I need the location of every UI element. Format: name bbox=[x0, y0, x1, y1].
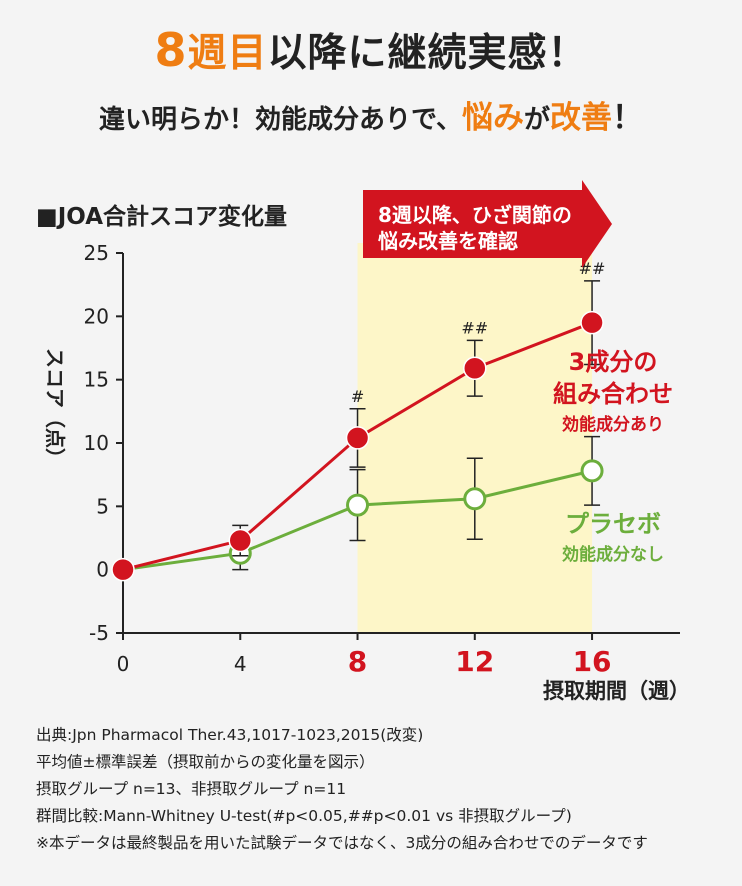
headline-continuation: 以降に継続実感！ bbox=[267, 31, 588, 76]
active-series-label-line1: 3成分の bbox=[569, 348, 658, 376]
headline-concern: 悩み bbox=[461, 100, 524, 136]
y-tick-label: 20 bbox=[84, 304, 109, 328]
placebo-data-point bbox=[580, 459, 604, 483]
y-tick-label: 5 bbox=[96, 494, 109, 518]
arrow-label-line1: 8週以降、ひざ関節の bbox=[378, 203, 572, 227]
y-tick-label: 15 bbox=[84, 368, 109, 392]
study-notes: 出典:Jpn Pharmacol Ther.43,1017-1023,2015(… bbox=[36, 722, 736, 857]
note-statistics: 平均値±標準誤差（摂取前からの変化量を図示） bbox=[36, 753, 375, 771]
x-tick-label: 12 bbox=[455, 645, 494, 678]
active-series: ##### bbox=[111, 259, 606, 582]
active-data-point bbox=[345, 426, 370, 450]
active-data-point bbox=[463, 356, 487, 381]
active-data-point bbox=[228, 528, 253, 553]
note-source: 出典:Jpn Pharmacol Ther.43,1017-1023,2015(… bbox=[36, 726, 424, 744]
x-tick-label: 0 bbox=[117, 652, 130, 676]
headline-improvement: 改善 bbox=[549, 100, 612, 136]
arrow-label-line2: 悩み改善を確認 bbox=[378, 229, 518, 253]
improvement-arrow bbox=[363, 180, 612, 268]
headline-week-suffix: 週目 bbox=[187, 31, 268, 76]
x-tick-label: 4 bbox=[234, 652, 247, 676]
note-disclaimer: ※本データは最終製品を用いた試験データではなく、3成分の組み合わせでのデータです bbox=[36, 834, 648, 852]
y-tick-label: -5 bbox=[89, 621, 109, 645]
headline-week-number: 8 bbox=[154, 23, 188, 77]
significance-marker: ## bbox=[461, 318, 488, 337]
headline-ga: が bbox=[523, 105, 550, 135]
highlight-band bbox=[357, 243, 593, 633]
significance-marker: # bbox=[351, 387, 364, 406]
active-series-sublabel: 効能成分あり bbox=[562, 414, 664, 435]
active-data-point bbox=[580, 310, 604, 335]
headline-2: 違い明らか！効能成分ありで、悩みが改善！ bbox=[0, 92, 742, 137]
placebo-series-sublabel: 効能成分なし bbox=[562, 544, 664, 565]
active-series-label-line2: 組み合わせ bbox=[553, 380, 673, 408]
x-axis-label: 摂取期間（週） bbox=[543, 679, 690, 703]
placebo-data-point bbox=[463, 487, 487, 511]
active-data-point bbox=[111, 557, 135, 582]
x-tick-label: 8 bbox=[348, 645, 367, 678]
headline-difference-text: 違い明らか！効能成分ありで、 bbox=[99, 105, 462, 135]
headline-1: 8週目以降に継続実感！ bbox=[0, 22, 742, 78]
note-sample-size: 摂取グループ n=13、非摂取グループ n=11 bbox=[36, 780, 347, 798]
y-axis-label: スコア（点） bbox=[43, 348, 67, 468]
placebo-data-point bbox=[346, 493, 370, 517]
note-test-method: 群間比較:Mann-Whitney U-test(#p<0.05,##p<0.0… bbox=[36, 807, 572, 825]
y-tick-label: 25 bbox=[84, 241, 109, 265]
x-tick-label: 16 bbox=[573, 645, 612, 678]
significance-marker: ## bbox=[579, 259, 606, 278]
y-tick-label: 10 bbox=[84, 431, 109, 455]
y-tick-label: 0 bbox=[96, 558, 109, 582]
placebo-series-label: プラセボ bbox=[565, 510, 661, 538]
headline-exclamation: ！ bbox=[611, 100, 643, 136]
chart-title: ■JOA合計スコア変化量 bbox=[36, 203, 287, 230]
